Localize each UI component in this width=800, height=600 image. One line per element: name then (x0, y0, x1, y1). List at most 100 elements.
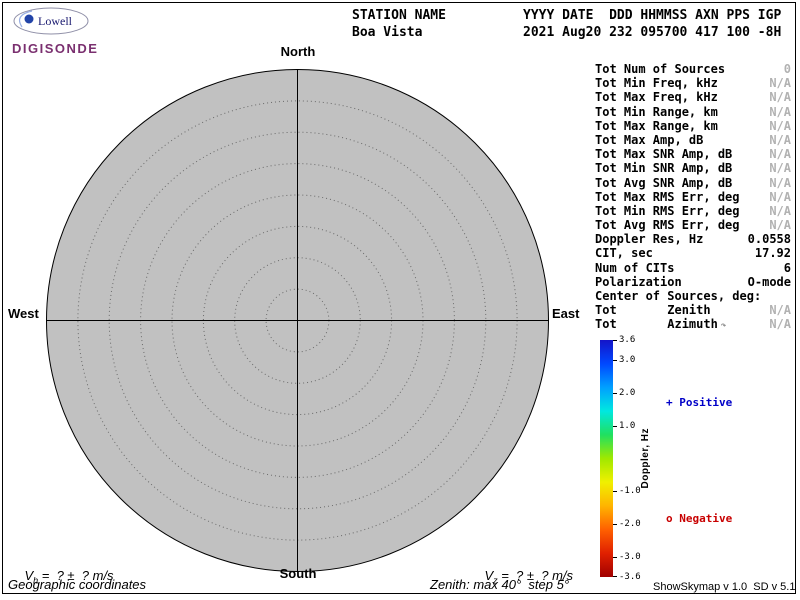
stat-row: Center of Sources, deg: (595, 289, 791, 303)
coordinates-label: Geographic coordinates (8, 577, 147, 592)
stat-value: N/A (769, 147, 791, 162)
colorbar-tick-label: 1.0 (619, 420, 636, 431)
compass-east-label: East (552, 306, 580, 321)
colorbar (600, 340, 613, 577)
logo-ellipse (13, 7, 89, 35)
zenith-scale-label: Zenith: max 40° step 5° (430, 577, 570, 592)
colorbar-tick-mark (613, 557, 617, 559)
comet-tail-icon (19, 10, 33, 28)
stat-label: Tot Max Freq, kHz (595, 90, 718, 105)
colorbar-tick-label: -3.6 (619, 572, 641, 582)
colorbar-tick-label: -2.0 (619, 519, 641, 530)
compass-north-label: North (280, 44, 316, 59)
stat-value: N/A (769, 175, 791, 190)
stat-row: CIT, sec 17.92 (595, 246, 791, 260)
stat-label: Num of CITs (595, 260, 675, 275)
stat-row: Tot Min Freq, kHz N/A (595, 76, 791, 90)
header-fields-label: YYYY DATE DDD HHMMSS AXN PPS IGP (523, 8, 782, 23)
stat-row: Doppler Res, Hz 0.0558 (595, 232, 791, 246)
stat-value: 6 (783, 260, 791, 275)
stat-row: Tot Max RMS Err, deg N/A (595, 190, 791, 204)
stat-label: Tot Min Freq, kHz (595, 76, 718, 91)
stat-value: N/A (769, 303, 791, 318)
azimuth-direction-icon: ↷ (720, 321, 727, 332)
vz-value: = ? ± ? m/s (497, 568, 574, 583)
stat-label: Tot Min SNR Amp, dB (595, 161, 733, 176)
header-station-label: STATION NAME (352, 8, 446, 23)
stat-row: Tot Azimuth ↷ N/A (595, 317, 791, 331)
colorbar-ticks: 3.6 3.0 2.0 1.0 -1.0 -2.0 -3.0 -3.6 (613, 335, 649, 582)
lowell-logo-oval: Lowell (13, 7, 89, 35)
stat-value: N/A (769, 203, 791, 218)
colorbar-title-wrap: Doppler, Hz (638, 340, 652, 577)
stat-row: Polarization O-mode (595, 275, 791, 289)
stat-value: 0.0558 (747, 232, 791, 247)
stat-label: Tot Min Range, km (595, 104, 718, 119)
colorbar-tick-mark (613, 392, 617, 394)
stat-label: Tot Max Range, km (595, 118, 718, 133)
stat-row: Num of CITs 6 (595, 261, 791, 275)
stat-row: Tot Num of Sources 0 (595, 62, 791, 76)
stat-label: Tot Avg SNR Amp, dB (595, 175, 733, 190)
stat-value: 0 (783, 62, 791, 76)
version-label: ShowSkymap v 1.0 SD v 5.1 (653, 581, 796, 593)
logo-digisonde-text: DIGISONDE (12, 41, 99, 56)
colorbar-tick-label: 2.0 (619, 387, 636, 398)
stat-value: N/A (769, 161, 791, 176)
stat-value: N/A (769, 218, 791, 233)
stat-label: Center of Sources, deg: (595, 289, 762, 303)
vh-value: = ? ± ? m/s (38, 568, 114, 583)
header-fields-value: 2021 Aug20 232 095700 417 100 -8H (523, 25, 782, 40)
colorbar-tick-mark (613, 576, 617, 577)
stat-row: Tot Max SNR Amp, dB N/A (595, 147, 791, 161)
compass-south-label: South (279, 566, 317, 581)
colorbar-tick-mark (613, 340, 617, 341)
lowell-digisonde-logo: Lowell DIGISONDE (12, 6, 98, 56)
comet-icon (24, 14, 34, 24)
colorbar-tick-mark (613, 491, 617, 493)
stat-value: N/A (769, 317, 791, 332)
negative-doppler-legend: o Negative (666, 512, 733, 525)
stat-row: Tot Zenith N/A (595, 303, 791, 317)
stat-row: Tot Min RMS Err, deg N/A (595, 204, 791, 218)
colorbar-tick-label: 3.6 (619, 335, 636, 345)
stat-value: N/A (769, 104, 791, 119)
stat-row: Tot Min Range, km N/A (595, 105, 791, 119)
stat-value: N/A (769, 132, 791, 147)
stat-value: O-mode (747, 274, 791, 289)
stats-panel: Tot Num of Sources 0 Tot Min Freq, kHz N/A T… (595, 62, 791, 332)
vz-subscript: z (493, 575, 498, 586)
header-station-value: Boa Vista (352, 25, 423, 40)
stat-value: N/A (769, 118, 791, 133)
stat-value: 17.92 (754, 246, 791, 261)
horizontal-velocity-readout: Vh = ? ± ? m/s (10, 553, 114, 600)
colorbar-tick-label: -1.0 (619, 486, 641, 497)
stat-row: Tot Avg SNR Amp, dB N/A (595, 176, 791, 190)
vz-symbol: V (484, 568, 494, 583)
colorbar-tick-mark (613, 524, 617, 526)
stat-label: Tot Min RMS Err, deg (595, 203, 740, 218)
stat-label: Tot Zenith (595, 303, 711, 318)
stat-row: Tot Min SNR Amp, dB N/A (595, 161, 791, 175)
stat-row: Tot Avg RMS Err, deg N/A (595, 218, 791, 232)
colorbar-tick-mark (613, 425, 617, 427)
stat-value: N/A (769, 76, 791, 91)
stat-value: N/A (769, 189, 791, 204)
stat-label: Tot Azimuth (595, 317, 718, 332)
stat-label: Tot Max RMS Err, deg (595, 189, 740, 204)
compass-west-label: West (8, 306, 39, 321)
stat-label: Tot Max SNR Amp, dB (595, 147, 733, 162)
stat-row: Tot Max Range, km N/A (595, 119, 791, 133)
vh-subscript: h (33, 575, 39, 586)
stat-label: Tot Avg RMS Err, deg (595, 218, 740, 233)
colorbar-tick-label: -3.0 (619, 552, 641, 563)
positive-doppler-legend: + Positive (666, 396, 733, 409)
vh-symbol: V (24, 568, 34, 583)
stat-row: Tot Max Amp, dB N/A (595, 133, 791, 147)
skymap-plot (46, 69, 549, 572)
stat-label: Doppler Res, Hz (595, 232, 704, 247)
stat-label: CIT, sec (595, 246, 653, 261)
colorbar-tick-mark (613, 359, 617, 361)
vertical-velocity-readout: Vz = ? ± ? m/s (470, 553, 573, 600)
